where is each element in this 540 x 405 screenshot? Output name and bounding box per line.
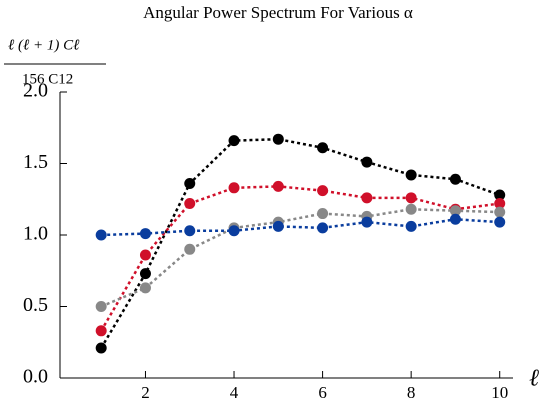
data-point	[449, 213, 461, 225]
y-axis-label-denominator: 156 C12	[22, 71, 73, 87]
data-point	[317, 185, 329, 197]
data-point	[317, 142, 329, 154]
data-point	[228, 182, 240, 194]
data-point	[449, 205, 461, 217]
data-point	[228, 225, 240, 237]
data-point	[449, 173, 461, 185]
x-tick-label: 4	[230, 383, 239, 402]
data-point	[184, 243, 196, 255]
data-point	[95, 229, 107, 241]
data-point	[95, 325, 107, 337]
data-point	[361, 216, 373, 228]
series-line	[101, 218, 500, 237]
data-point	[95, 301, 107, 312]
y-tick-label: 0.0	[23, 366, 48, 388]
series-line	[100, 137, 501, 349]
x-tick-label: 10	[491, 383, 508, 402]
data-point	[139, 228, 151, 240]
y-tick-label: 2.0	[23, 80, 48, 102]
data-point	[494, 198, 506, 210]
x-tick-label: 8	[407, 383, 416, 402]
data-point	[272, 180, 284, 192]
data-point	[272, 133, 284, 145]
x-tick-label: 6	[318, 383, 327, 402]
chart-title: Angular Power Spectrum For Various α	[143, 3, 413, 22]
series-line	[100, 185, 500, 332]
y-axis-label-numerator: ℓ (ℓ + 1) Cℓ	[8, 37, 79, 53]
data-point	[317, 208, 329, 220]
data-point	[95, 342, 107, 354]
series-line	[100, 208, 500, 308]
data-point	[405, 192, 417, 204]
y-tick-label: 0.5	[23, 294, 48, 316]
y-tick-label: 1.0	[23, 223, 48, 245]
data-point	[317, 222, 329, 234]
data-point	[184, 178, 196, 190]
data-point	[139, 249, 151, 261]
data-point	[184, 198, 196, 210]
data-point	[139, 282, 151, 294]
data-point	[361, 192, 373, 204]
data-point	[272, 220, 284, 232]
data-point	[184, 225, 196, 237]
data-point	[361, 156, 373, 168]
data-point	[139, 268, 151, 280]
data-point	[405, 169, 417, 181]
y-tick-label: 1.5	[23, 151, 48, 173]
x-tick-label: 2	[141, 383, 150, 402]
data-point	[228, 135, 240, 147]
data-point	[494, 216, 506, 228]
data-point	[494, 206, 506, 218]
data-point	[405, 203, 417, 215]
x-axis-label: ℓ	[529, 366, 539, 392]
data-point	[405, 220, 417, 232]
data-point	[494, 189, 506, 201]
